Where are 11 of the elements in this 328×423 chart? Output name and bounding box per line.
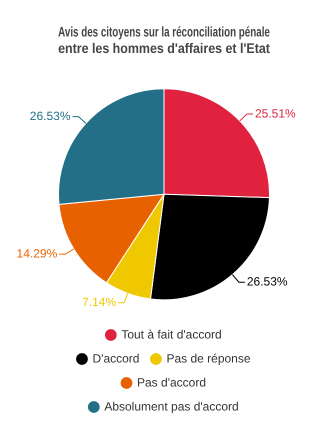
- legend-label: D'accord: [92, 351, 140, 366]
- data-label: 26.53%: [246, 274, 288, 289]
- data-label: 26.53%: [30, 108, 71, 123]
- data-label: 7.14%: [82, 295, 116, 310]
- legend-label: Pas de réponse: [166, 351, 251, 366]
- data-label: 25.51%: [254, 106, 296, 120]
- legend-label: Absolument pas d'accord: [104, 399, 239, 414]
- chart-title: Avis des citoyens sur la réconciliation pénale entre les hommes d'affaires et l'Etat: [58, 24, 270, 56]
- legend-label: Tout à fait d'accord: [121, 327, 222, 342]
- legend-label: Pas d'accord: [137, 375, 206, 390]
- data-label: 14.29%: [16, 246, 58, 260]
